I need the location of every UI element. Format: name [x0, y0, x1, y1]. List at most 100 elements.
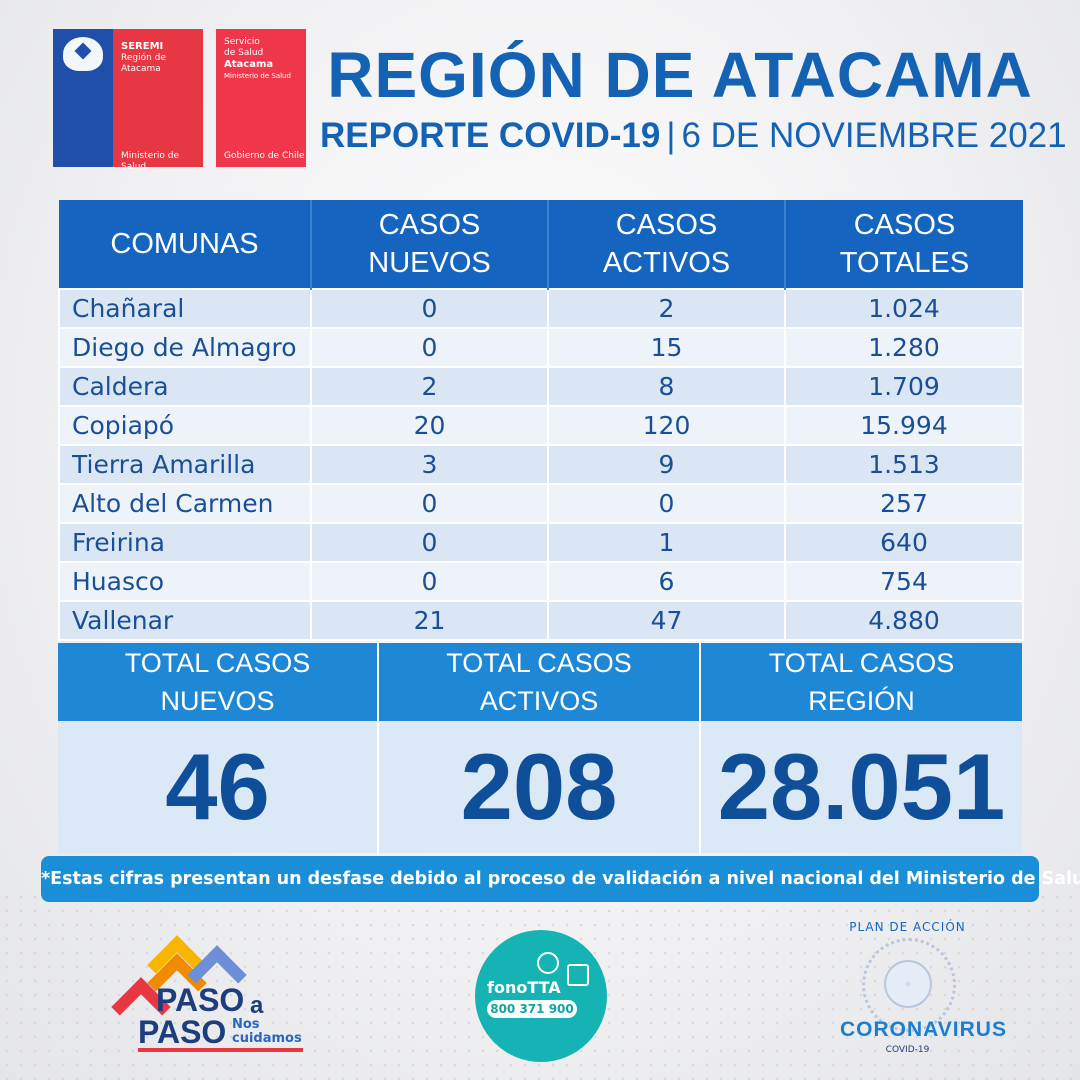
cell-activos: 2	[547, 288, 786, 329]
total-label-line1: TOTAL CASOS	[768, 648, 955, 678]
total-nuevos: TOTAL CASOS NUEVOS 46	[58, 643, 379, 853]
cell-totales: 1.709	[784, 366, 1024, 407]
paso-word-a: a	[250, 992, 264, 1019]
cell-nuevos: 0	[310, 327, 549, 368]
servicio-salud-logo: Servicio de Salud Atacama Ministerio de …	[216, 29, 306, 167]
cell-nuevos: 20	[310, 405, 549, 446]
cell-totales: 15.994	[784, 405, 1024, 446]
totals-panel: TOTAL CASOS NUEVOS 46 TOTAL CASOS ACTIVO…	[58, 643, 1022, 853]
cell-totales: 640	[784, 522, 1024, 563]
cell-nuevos: 21	[310, 600, 549, 641]
cases-table: COMUNAS CASOS NUEVOS CASOS ACTIVOS CASOS…	[58, 200, 1024, 641]
total-label: TOTAL CASOS REGIÓN	[701, 643, 1022, 721]
table-row: Alto del Carmen 0 0 257	[58, 483, 1024, 524]
cell-comuna: Huasco	[58, 561, 312, 602]
disclaimer-banner: *Estas cifras presentan un desfase debid…	[41, 856, 1080, 902]
seremi-name: SEREMI	[121, 41, 164, 52]
total-activos: TOTAL CASOS ACTIVOS 208	[379, 643, 701, 853]
cell-nuevos: 2	[310, 366, 549, 407]
ring-icon	[862, 938, 956, 1032]
total-value: 28.051	[701, 721, 1022, 853]
plan-main-text: CORONAVIRUS	[840, 1018, 1007, 1041]
table-row: Huasco 0 6 754	[58, 561, 1024, 602]
cell-nuevos: 0	[310, 483, 549, 524]
column-header-comunas: COMUNAS	[59, 200, 312, 289]
plan-top-text: PLAN DE ACCIÓN	[849, 920, 966, 934]
virus-icon	[884, 960, 932, 1008]
cell-comuna: Diego de Almagro	[58, 327, 312, 368]
cell-totales: 4.880	[784, 600, 1024, 641]
column-header-label: COMUNAS	[110, 228, 259, 260]
cell-comuna: Vallenar	[58, 600, 312, 641]
column-header-line2: ACTIVOS	[602, 247, 731, 279]
paso-word-1: PASO	[156, 982, 245, 1018]
seremi-logo: SEREMI Región de Atacama Ministerio de S…	[53, 29, 203, 172]
column-header-line1: CASOS	[615, 209, 718, 241]
table-row: Tierra Amarilla 3 9 1.513	[58, 444, 1024, 485]
total-label-line2: ACTIVOS	[479, 686, 599, 716]
cell-totales: 1.280	[784, 327, 1024, 368]
report-date: 6 DE NOVIEMBRE 2021	[681, 116, 1067, 155]
table-row: Copiapó 20 120 15.994	[58, 405, 1024, 446]
cell-comuna: Tierra Amarilla	[58, 444, 312, 485]
table-row: Chañaral 0 2 1.024	[58, 288, 1024, 329]
cell-totales: 1.513	[784, 444, 1024, 485]
cell-comuna: Caldera	[58, 366, 312, 407]
total-label-line1: TOTAL CASOS	[124, 648, 311, 678]
cell-activos: 15	[547, 327, 786, 368]
servicio-line3: Atacama	[224, 59, 274, 70]
cell-activos: 47	[547, 600, 786, 641]
total-label: TOTAL CASOS ACTIVOS	[379, 643, 699, 721]
cell-activos: 0	[547, 483, 786, 524]
servicio-gov: Gobierno de Chile	[224, 151, 305, 161]
cell-comuna: Freirina	[58, 522, 312, 563]
table-row: Caldera 2 8 1.709	[58, 366, 1024, 407]
column-header-totales: CASOS TOTALES	[785, 200, 1023, 289]
total-region: TOTAL CASOS REGIÓN 28.051	[701, 643, 1022, 853]
coat-of-arms-icon	[63, 37, 103, 71]
servicio-ministry: Ministerio de Salud	[224, 72, 291, 80]
cell-comuna: Copiapó	[58, 405, 312, 446]
paso-underline	[138, 1048, 303, 1052]
cell-totales: 257	[784, 483, 1024, 524]
table-header-row: COMUNAS CASOS NUEVOS CASOS ACTIVOS CASOS…	[59, 200, 1023, 289]
seremi-ministry: Ministerio de Salud	[121, 151, 180, 172]
cell-totales: 754	[784, 561, 1024, 602]
plan-sub-text: COVID-19	[885, 1045, 930, 1055]
cell-totales: 1.024	[784, 288, 1024, 329]
cell-activos: 9	[547, 444, 786, 485]
fonotta-logo: fonoTTA 800 371 900	[475, 930, 607, 1062]
paso-cuidamos: cuidamos	[232, 1031, 302, 1046]
paso-word-2: PASO	[138, 1014, 227, 1050]
cell-activos: 6	[547, 561, 786, 602]
phone-icon	[537, 952, 559, 974]
servicio-line1: Servicio	[224, 37, 260, 47]
total-value: 208	[379, 721, 699, 853]
cell-nuevos: 0	[310, 288, 549, 329]
cell-activos: 120	[547, 405, 786, 446]
report-label: REPORTE COVID-19	[320, 116, 661, 155]
page-title: REGIÓN DE ATACAMA	[327, 39, 1033, 111]
cell-activos: 8	[547, 366, 786, 407]
table-row: Freirina 0 1 640	[58, 522, 1024, 563]
total-label-line1: TOTAL CASOS	[446, 648, 632, 678]
cell-comuna: Alto del Carmen	[58, 483, 312, 524]
fonotta-title: fonoTTA	[487, 978, 561, 997]
total-label-line2: NUEVOS	[160, 686, 275, 716]
fonotta-number: 800 371 900	[487, 1000, 577, 1018]
cell-nuevos: 3	[310, 444, 549, 485]
column-header-line1: CASOS	[378, 209, 481, 241]
cell-activos: 1	[547, 522, 786, 563]
subtitle-separator: |	[666, 116, 676, 155]
cell-comuna: Chañaral	[58, 288, 312, 329]
page-subtitle: REPORTE COVID-19 | 6 DE NOVIEMBRE 2021	[320, 116, 1067, 156]
column-header-activos: CASOS ACTIVOS	[548, 200, 786, 289]
paso-a-paso-logo: PASO a PASO Nos cuidamos	[110, 932, 310, 1057]
total-label-line2: REGIÓN	[808, 686, 915, 716]
column-header-line1: CASOS	[853, 209, 956, 241]
paso-nos: Nos	[232, 1017, 260, 1032]
column-header-line2: TOTALES	[839, 247, 970, 279]
column-header-nuevos: CASOS NUEVOS	[311, 200, 549, 289]
plan-coronavirus-logo: PLAN DE ACCIÓN CORONAVIRUS COVID-19	[840, 918, 1007, 1063]
cell-nuevos: 0	[310, 561, 549, 602]
